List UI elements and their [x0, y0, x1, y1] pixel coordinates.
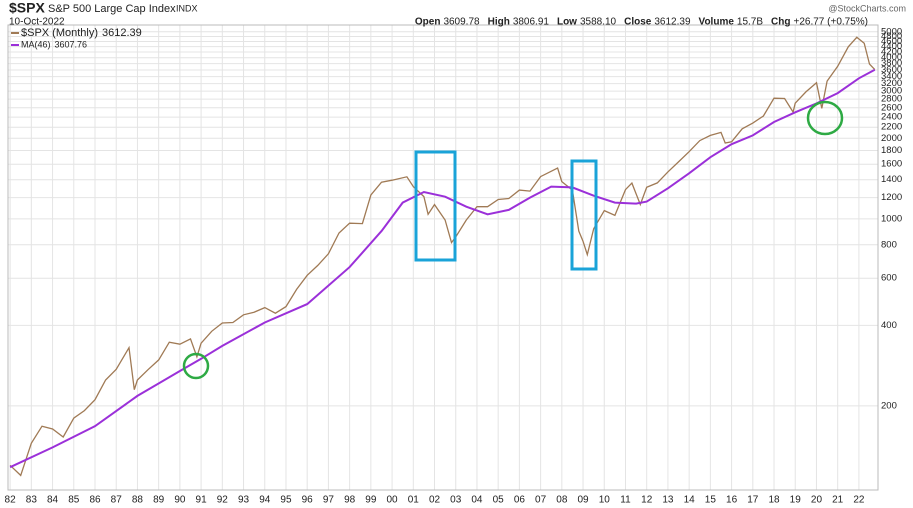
y-tick-label: 3400 [881, 71, 902, 82]
series-line [9, 36, 876, 477]
y-tick-label: 1000 [881, 213, 902, 224]
y-tick-label: 4400 [881, 41, 902, 52]
y-tick-label: 600 [881, 273, 897, 284]
plot-frame [7, 24, 879, 491]
y-tick-label: 3800 [881, 58, 902, 69]
x-tick-label: 12 [641, 495, 653, 506]
x-tick-label: 91 [196, 495, 208, 506]
x-tick-label: 86 [89, 495, 101, 506]
x-tick-label: 11 [620, 495, 631, 506]
highlight-circle [182, 352, 210, 380]
x-tick-label: 21 [832, 495, 844, 506]
exchange: INDX [176, 3, 198, 13]
y-tick-label: 1400 [881, 174, 902, 185]
x-tick-label: 04 [471, 495, 483, 506]
x-tick-label: 00 [387, 495, 399, 506]
x-tick-label: 84 [47, 495, 59, 506]
x-tick-label: 96 [302, 495, 314, 506]
quote-value: 3588.10 [580, 17, 617, 28]
legend-value: 3607.76 [55, 39, 88, 49]
y-tick-label: 2600 [881, 102, 902, 113]
y-tick-label: 3600 [881, 64, 902, 75]
y-tick-label: 5000 [881, 26, 902, 37]
x-tick-label: 95 [280, 495, 292, 506]
quote-value: 3806.91 [513, 17, 550, 28]
x-tick-label: 19 [790, 495, 802, 506]
y-tick-label: 2800 [881, 94, 902, 105]
x-tick-label: 88 [132, 495, 144, 506]
y-tick-label: 1200 [881, 192, 902, 203]
y-tick-label: 2400 [881, 112, 902, 123]
y-tick-label: 3000 [881, 86, 902, 97]
x-tick-label: 83 [26, 495, 38, 506]
index-name: S&P 500 Large Cap Index [48, 3, 176, 15]
x-tick-label: 90 [174, 495, 186, 506]
x-tick-label: 16 [726, 495, 738, 506]
x-tick-label: 92 [217, 495, 229, 506]
y-tick-label: 4200 [881, 47, 902, 58]
date: 10-Oct-2022 [9, 17, 65, 28]
x-tick-label: 97 [323, 495, 335, 506]
quote-value: 15.7B [737, 17, 763, 28]
x-tick-label: 06 [514, 495, 526, 506]
x-tick-label: 13 [662, 495, 674, 506]
quote-label: Volume [699, 17, 735, 28]
y-tick-label: 400 [881, 320, 897, 331]
x-tick-label: 02 [429, 495, 441, 506]
brand: @StockCharts.com [828, 3, 906, 13]
x-tick-label: 93 [238, 495, 250, 506]
y-tick-label: 2000 [881, 133, 902, 144]
x-tick-label: 10 [599, 495, 611, 506]
highlight-box [414, 150, 457, 262]
legend: $SPX (Monthly) 3612.39 MA(46) 3607.76 [11, 27, 142, 49]
x-tick-label: 08 [556, 495, 568, 506]
x-tick-label: 87 [111, 495, 123, 506]
y-tick-label: 3200 [881, 78, 902, 89]
quote-value: 3609.78 [443, 17, 480, 28]
y-tick-label: 4000 [881, 52, 902, 63]
y-tick-label: 800 [881, 239, 897, 250]
x-tick-label: 99 [365, 495, 377, 506]
y-tick-label: 4800 [881, 31, 902, 42]
quote: Open 3609.78 High 3806.91 Low 3588.10 Close 361… [415, 17, 868, 28]
grid [8, 25, 878, 490]
x-tick-label: 82 [5, 495, 17, 506]
x-tick-label: 98 [344, 495, 356, 506]
x-tick-label: 22 [853, 495, 865, 506]
legend-label: MA(46) [21, 39, 51, 49]
y-tick-label: 2200 [881, 122, 902, 133]
x-tick-label: 18 [768, 495, 780, 506]
x-tick-label: 05 [493, 495, 505, 506]
quote-label: Close [624, 17, 652, 28]
x-tick-label: 03 [450, 495, 462, 506]
x-tick-label: 85 [68, 495, 80, 506]
legend-value: 3612.39 [102, 27, 142, 39]
quote-label: High [488, 17, 510, 28]
x-tick-label: 94 [259, 495, 271, 506]
highlight-circle [806, 100, 844, 136]
x-tick-label: 07 [535, 495, 547, 506]
x-tick-label: 09 [577, 495, 589, 506]
quote-value: +26.77 (+0.75%) [794, 17, 869, 28]
x-tick-label: 17 [747, 495, 759, 506]
x-tick-label: 20 [811, 495, 823, 506]
x-tick-label: 14 [684, 495, 696, 506]
legend-label: $SPX (Monthly) [21, 27, 98, 39]
symbol: $SPX [9, 0, 45, 16]
quote-label: Low [557, 17, 577, 28]
quote-label: Open [415, 17, 441, 28]
series-line [9, 68, 876, 469]
quote-value: 3612.39 [654, 17, 691, 28]
y-tick-label: 1800 [881, 145, 902, 156]
y-tick-label: 1600 [881, 159, 902, 170]
y-tick-label: 4600 [881, 36, 902, 47]
x-tick-label: 15 [705, 495, 717, 506]
quote-label: Chg [771, 17, 790, 28]
x-tick-label: 89 [153, 495, 165, 506]
highlight-box [570, 159, 598, 271]
y-tick-label: 200 [881, 400, 897, 411]
x-tick-label: 01 [408, 495, 420, 506]
